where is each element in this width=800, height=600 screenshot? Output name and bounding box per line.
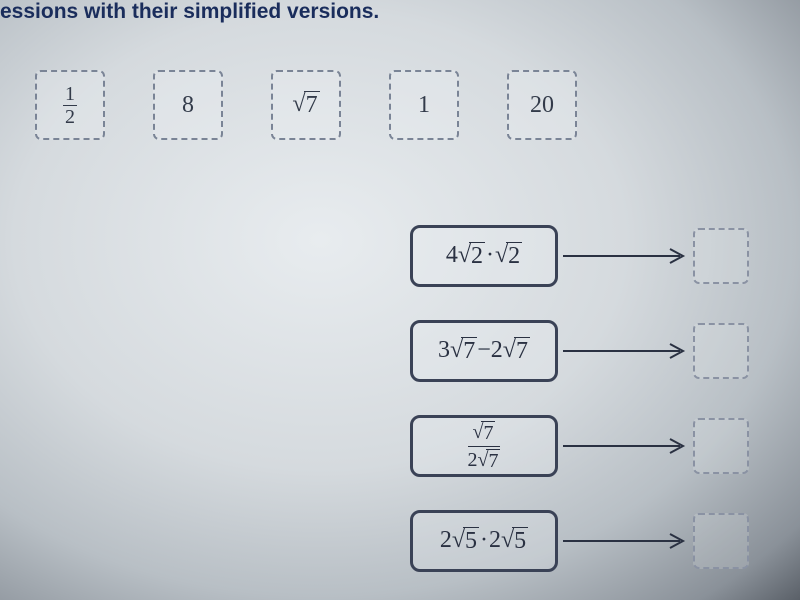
coef: 2 [440, 527, 452, 554]
expression-box-1: 4√2·√2 [410, 225, 558, 287]
operator: − [477, 337, 491, 364]
fraction-denominator: 2 [63, 105, 77, 127]
problem-row-4: 2√5·2√5 [410, 510, 749, 572]
sqrt-arg: 7 [486, 449, 500, 472]
sqrt-arg: 5 [512, 527, 528, 554]
tile-twenty[interactable]: 20 [507, 70, 577, 140]
expression-4: 2√5·2√5 [440, 527, 528, 554]
arrow-icon [558, 341, 693, 361]
tile-value: 8 [182, 92, 194, 119]
tile-eight[interactable]: 8 [153, 70, 223, 140]
sqrt-arg: 7 [304, 91, 320, 118]
problem-row-1: 4√2·√2 [410, 225, 749, 287]
sqrt-arg: 7 [481, 421, 495, 444]
coef: 3 [438, 337, 450, 364]
expression-3: √7 2√7 [468, 421, 501, 472]
instruction-text: essions with their simplified versions. [0, 0, 379, 24]
expression-1: 4√2·√2 [446, 242, 522, 269]
sqrt-arg: 5 [463, 527, 479, 554]
tile-one[interactable]: 1 [389, 70, 459, 140]
operator: · [485, 242, 495, 269]
coef: 4 [446, 242, 458, 269]
tile-value: 1 [418, 92, 430, 119]
problem-row-2: 3√7−2√7 [410, 320, 749, 382]
fraction-numerator: 1 [63, 84, 77, 105]
sqrt-arg: 7 [514, 337, 530, 364]
arrow-icon [558, 246, 693, 266]
drop-target-4[interactable] [693, 513, 749, 569]
coef: 2 [468, 449, 478, 471]
expression-box-3: √7 2√7 [410, 415, 558, 477]
sqrt-arg: 2 [506, 242, 522, 269]
tile-sqrt-seven[interactable]: √7 [271, 70, 341, 140]
expression-box-4: 2√5·2√5 [410, 510, 558, 572]
sqrt-arg: 2 [469, 242, 485, 269]
fraction-one-half: 1 2 [63, 84, 77, 127]
tile-one-half[interactable]: 1 2 [35, 70, 105, 140]
expression-2: 3√7−2√7 [438, 337, 530, 364]
drop-target-2[interactable] [693, 323, 749, 379]
arrow-icon [558, 436, 693, 456]
sqrt-seven: √7 [292, 91, 319, 118]
operator: · [479, 527, 489, 554]
coef: 2 [489, 527, 501, 554]
sqrt-arg: 7 [461, 337, 477, 364]
expression-box-2: 3√7−2√7 [410, 320, 558, 382]
coef: 2 [491, 337, 503, 364]
drop-target-3[interactable] [693, 418, 749, 474]
drop-target-1[interactable] [693, 228, 749, 284]
draggable-tile-row: 1 2 8 √7 1 20 [35, 70, 577, 140]
tile-value: 20 [530, 92, 554, 119]
problem-row-3: √7 2√7 [410, 415, 749, 477]
arrow-icon [558, 531, 693, 551]
